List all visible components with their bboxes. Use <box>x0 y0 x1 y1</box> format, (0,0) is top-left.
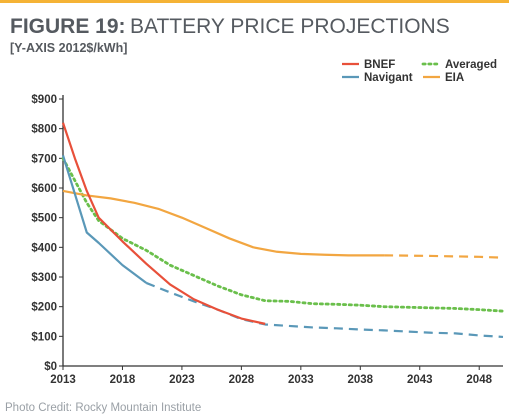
chart-axes: $0 $100 $200 $300 $400 $500 $600 $700 $800 $900 20… <box>31 94 503 386</box>
series-line-navigant <box>61 155 147 284</box>
series-line-navigant-eia-projection <box>145 281 504 339</box>
x-tick-label: 2033 <box>288 374 314 386</box>
legend-label-navigant: Navigant <box>364 72 413 84</box>
legend-label-eia: EIA <box>445 72 464 84</box>
y-tick-label: $300 <box>31 272 57 284</box>
y-tick-label: $900 <box>31 94 57 106</box>
y-tick-label: $100 <box>31 331 57 343</box>
series-line-bnef <box>61 122 266 325</box>
photo-credit: Photo Credit: Rocky Mountain Institute <box>5 402 201 414</box>
series-line-eia-projection <box>384 254 504 259</box>
series-line-averaged <box>61 156 505 313</box>
y-tick-label: $500 <box>31 213 57 225</box>
series-line-eia <box>62 189 385 257</box>
y-tick-label: $600 <box>31 183 57 195</box>
y-tick-label: $400 <box>31 242 57 254</box>
chart-title: FIGURE 19: BATTERY PRICE PROJECTIONS <box>10 15 450 38</box>
y-tick-label: $700 <box>31 153 57 165</box>
x-tick-label: 2013 <box>50 374 76 386</box>
x-tick-label: 2038 <box>348 374 374 386</box>
legend-label-bnef: BNEF <box>364 59 395 71</box>
figure-label: FIGURE 19: <box>10 15 126 38</box>
x-tick-label: 2043 <box>407 374 433 386</box>
x-tick-label: 2018 <box>110 374 136 386</box>
y-tick-label: $0 <box>44 361 57 373</box>
chart-series <box>61 122 505 339</box>
y-tick-label: $800 <box>31 124 57 136</box>
x-tick-label: 2048 <box>466 374 492 386</box>
x-tick-label: 2023 <box>169 374 195 386</box>
chart-subtitle: [Y-AXIS 2012$/kWh] <box>10 41 127 55</box>
y-tick-label: $200 <box>31 302 57 314</box>
chart-title-text: BATTERY PRICE PROJECTIONS <box>130 15 450 38</box>
x-tick-label: 2028 <box>229 374 255 386</box>
legend-label-averaged: Averaged <box>445 59 497 71</box>
